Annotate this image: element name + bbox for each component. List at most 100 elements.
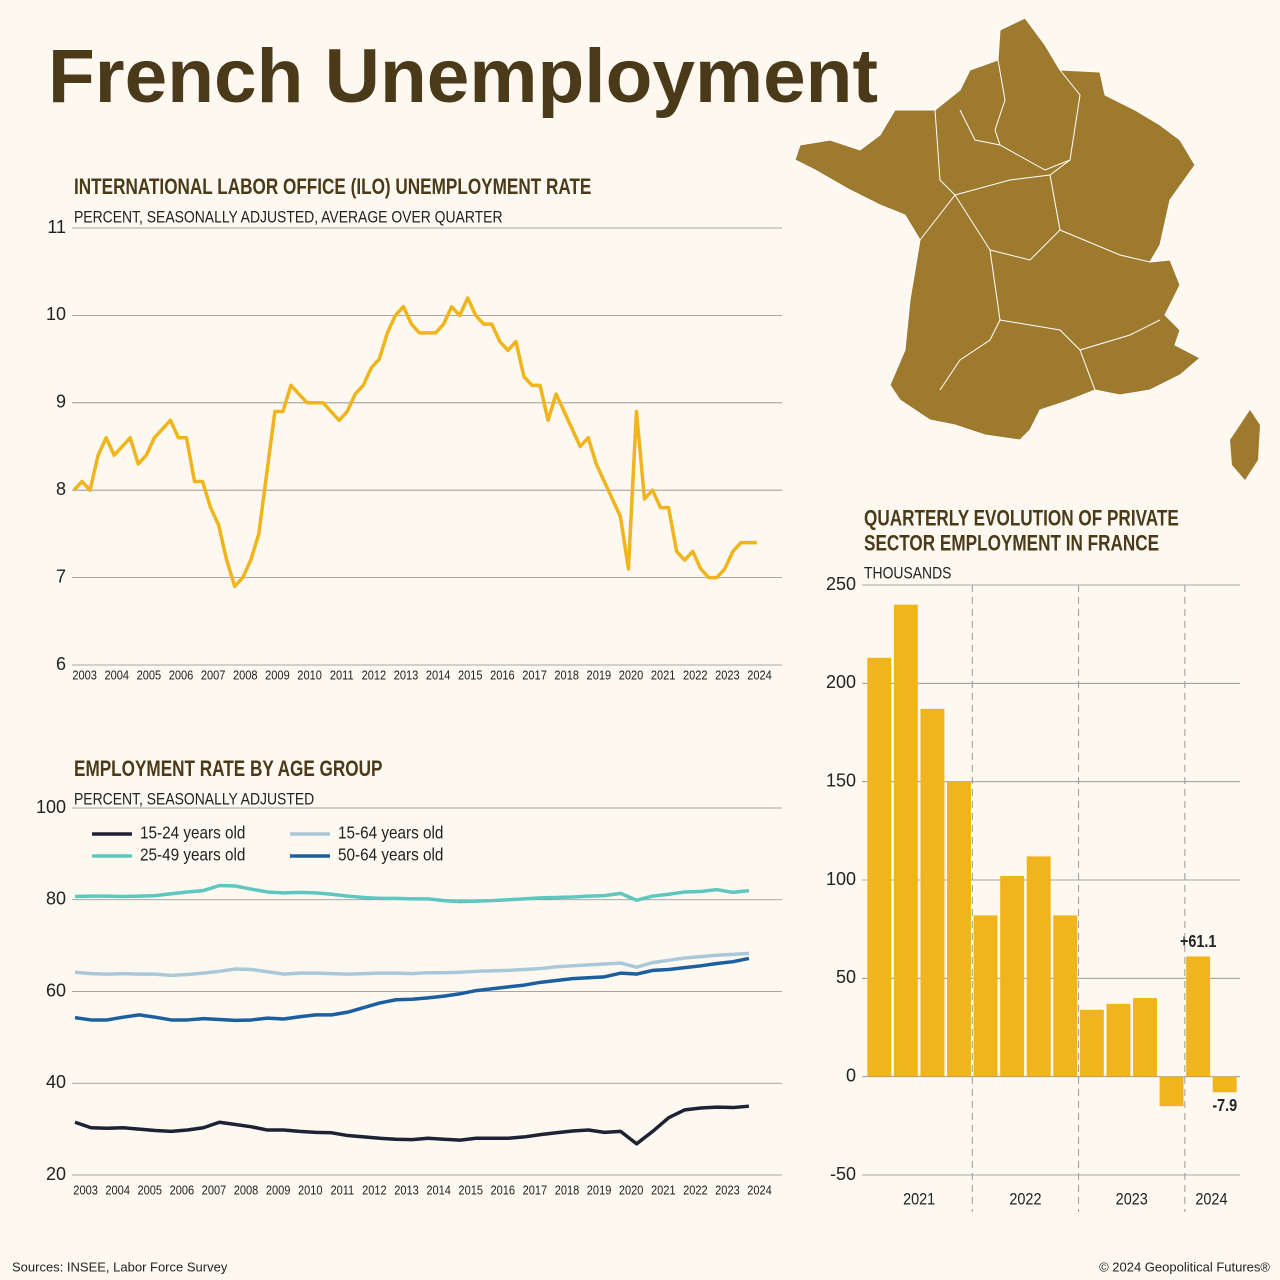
bar bbox=[1106, 1003, 1131, 1077]
bar bbox=[1053, 915, 1078, 1077]
bar bbox=[893, 604, 918, 1077]
x-group-label: 2022 bbox=[1009, 1190, 1041, 1208]
value-label: -7.9 bbox=[1212, 1095, 1237, 1115]
x-tick-label: 2019 bbox=[587, 1183, 612, 1198]
x-tick-label: 2015 bbox=[458, 668, 483, 683]
chart-subtitle: PERCENT, SEASONALLY ADJUSTED, AVERAGE OV… bbox=[74, 208, 503, 227]
x-tick-label: 2018 bbox=[555, 1183, 580, 1198]
x-tick-label: 2013 bbox=[394, 668, 419, 683]
bar bbox=[1212, 1076, 1237, 1093]
x-tick-label: 2012 bbox=[362, 668, 387, 683]
legend-label: 50-64 years old bbox=[338, 845, 443, 865]
region-borders bbox=[919, 59, 1161, 391]
x-tick-label: 2005 bbox=[137, 668, 162, 683]
main-title: French Unemployment bbox=[48, 34, 878, 119]
bar bbox=[1186, 956, 1211, 1077]
y-tick-label: 11 bbox=[47, 217, 66, 237]
y-tick-label: 60 bbox=[46, 980, 66, 1000]
chart-panel: EMPLOYMENT RATE BY AGE GROUP PERCENT, SEA… bbox=[36, 757, 782, 1198]
bar bbox=[1133, 998, 1157, 1077]
chart-title: QUARTERLY EVOLUTION OF PRIVATE SECTOR EM… bbox=[864, 507, 1184, 557]
x-tick-label: 2015 bbox=[458, 1183, 483, 1198]
x-tick-label: 2005 bbox=[137, 1183, 162, 1198]
x-tick-label: 2014 bbox=[426, 668, 451, 683]
bar bbox=[1026, 856, 1051, 1077]
mainland bbox=[794, 17, 1201, 441]
x-tick-label: 2022 bbox=[683, 668, 708, 683]
bar bbox=[947, 781, 971, 1077]
x-tick-label: 2007 bbox=[201, 668, 226, 683]
data-line bbox=[72, 296, 757, 589]
legend-label: 15-24 years old bbox=[140, 823, 245, 843]
y-tick-label: 100 bbox=[826, 869, 856, 889]
y-tick-label: 250 bbox=[826, 574, 856, 594]
x-tick-label: 2023 bbox=[715, 668, 740, 683]
y-tick-label: 8 bbox=[56, 479, 66, 499]
x-tick-label: 2024 bbox=[747, 1183, 772, 1198]
france-map bbox=[794, 17, 1260, 480]
bar bbox=[1159, 1076, 1184, 1107]
y-tick-label: 9 bbox=[56, 392, 66, 412]
x-tick-label: 2006 bbox=[170, 1183, 195, 1198]
corsica bbox=[1230, 410, 1260, 480]
y-tick-label: 80 bbox=[46, 889, 66, 909]
x-tick-label: 2022 bbox=[683, 1183, 708, 1198]
x-group-label: 2021 bbox=[903, 1190, 935, 1208]
x-tick-label: 2016 bbox=[491, 1183, 516, 1198]
x-tick-label: 2008 bbox=[234, 1183, 259, 1198]
x-tick-label: 2003 bbox=[72, 668, 97, 683]
y-tick-label: 10 bbox=[46, 304, 66, 324]
x-tick-label: 2021 bbox=[651, 1183, 676, 1198]
source-note: Sources: INSEE, Labor Force Survey bbox=[12, 1259, 228, 1274]
x-tick-label: 2012 bbox=[362, 1183, 387, 1198]
y-tick-label: 150 bbox=[826, 770, 856, 790]
data-line bbox=[74, 956, 750, 1023]
bar bbox=[973, 915, 998, 1077]
x-tick-label: 2020 bbox=[619, 1183, 644, 1198]
x-tick-label: 2017 bbox=[522, 668, 547, 683]
legend-label: 25-49 years old bbox=[140, 845, 245, 865]
x-tick-label: 2014 bbox=[426, 1183, 451, 1198]
x-tick-label: 2011 bbox=[330, 1183, 354, 1198]
bar bbox=[1079, 1009, 1104, 1077]
x-tick-label: 2008 bbox=[233, 668, 258, 683]
x-tick-label: 2016 bbox=[490, 668, 515, 683]
x-tick-label: 2013 bbox=[394, 1183, 419, 1198]
legend-label: 15-64 years old bbox=[338, 823, 443, 843]
x-tick-label: 2010 bbox=[297, 668, 322, 683]
value-label: +61.1 bbox=[1180, 932, 1216, 952]
x-tick-label: 2004 bbox=[105, 1183, 130, 1198]
x-group-label: 2023 bbox=[1116, 1190, 1148, 1208]
y-tick-label: 200 bbox=[826, 672, 856, 692]
x-tick-label: 2009 bbox=[266, 1183, 291, 1198]
x-tick-label: 2021 bbox=[651, 668, 676, 683]
x-tick-label: 2019 bbox=[587, 668, 612, 683]
copyright: © 2024 Geopolitical Futures® bbox=[1099, 1259, 1270, 1274]
x-tick-label: 2020 bbox=[619, 668, 644, 683]
data-line bbox=[74, 1104, 750, 1146]
data-line bbox=[74, 951, 750, 978]
y-tick-label: 20 bbox=[46, 1164, 66, 1184]
chart-subtitle: THOUSANDS bbox=[864, 564, 951, 583]
chart-panel: INTERNATIONAL LABOR OFFICE (ILO) UNEMPLO… bbox=[46, 175, 782, 683]
x-tick-label: 2007 bbox=[202, 1183, 227, 1198]
y-tick-label: 40 bbox=[46, 1072, 66, 1092]
x-tick-label: 2023 bbox=[715, 1183, 740, 1198]
x-tick-label: 2009 bbox=[265, 668, 290, 683]
bar bbox=[920, 708, 945, 1077]
bar bbox=[867, 657, 892, 1077]
x-tick-label: 2006 bbox=[169, 668, 194, 683]
bar bbox=[1000, 876, 1025, 1077]
x-tick-label: 2018 bbox=[554, 668, 579, 683]
x-tick-label: 2003 bbox=[73, 1183, 98, 1198]
x-tick-label: 2004 bbox=[104, 668, 129, 683]
y-tick-label: 100 bbox=[36, 797, 66, 817]
y-tick-label: -50 bbox=[830, 1164, 856, 1184]
x-tick-label: 2024 bbox=[747, 668, 772, 683]
x-group-label: 2024 bbox=[1195, 1190, 1227, 1208]
y-tick-label: 0 bbox=[846, 1065, 856, 1085]
y-tick-label: 6 bbox=[56, 654, 66, 674]
data-line bbox=[74, 883, 750, 904]
chart-panel: QUARTERLY EVOLUTION OF PRIVATE SECTOR EM… bbox=[826, 507, 1240, 1212]
